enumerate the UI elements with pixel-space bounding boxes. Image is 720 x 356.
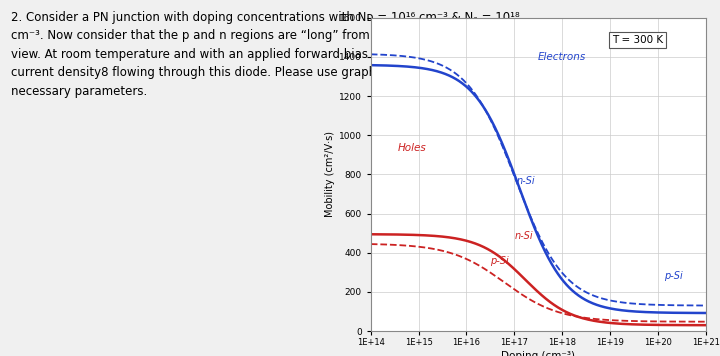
Text: Electrons: Electrons bbox=[539, 52, 587, 62]
Text: n-Si: n-Si bbox=[516, 176, 535, 186]
Text: T = 300 K: T = 300 K bbox=[612, 35, 663, 45]
Y-axis label: Mobility (cm²/V·s): Mobility (cm²/V·s) bbox=[325, 131, 335, 218]
Text: n-Si: n-Si bbox=[515, 231, 534, 241]
Text: p-Si: p-Si bbox=[664, 271, 683, 281]
Text: p-Si: p-Si bbox=[490, 256, 508, 266]
X-axis label: Doping (cm⁻³): Doping (cm⁻³) bbox=[501, 351, 575, 356]
Text: 2. Consider a PN junction with doping concentrations with Nᴅ = 10¹⁶ cm⁻³ & Nₐ = : 2. Consider a PN junction with doping co… bbox=[11, 11, 538, 98]
Text: Holes: Holes bbox=[397, 143, 426, 153]
